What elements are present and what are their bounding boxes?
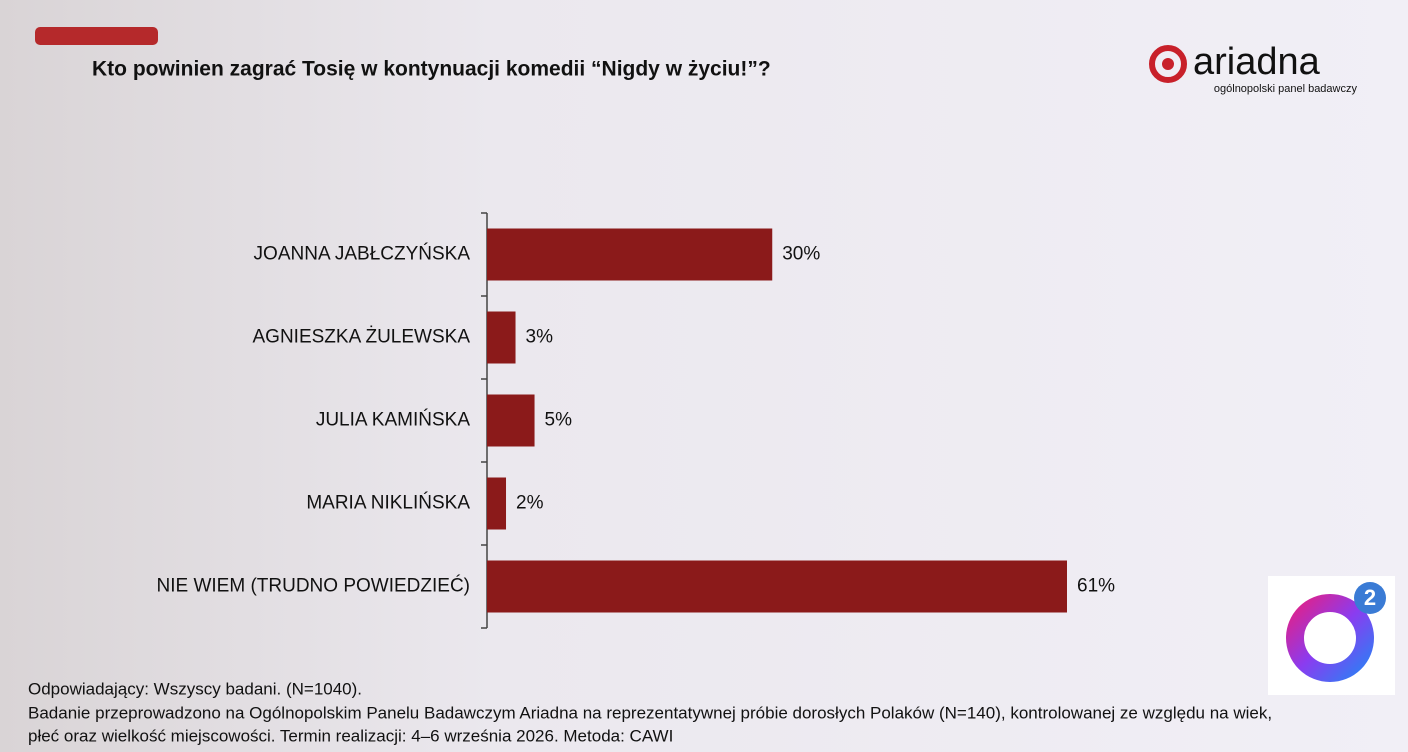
value-label: 3% <box>526 327 554 348</box>
accent-bar <box>35 27 158 45</box>
category-label: MARIA NIKLIŃSKA <box>306 493 470 514</box>
badge-ring <box>1286 594 1374 682</box>
category-label: NIE WIEM (TRUDNO POWIEDZIEĆ) <box>157 575 470 597</box>
value-label: 30% <box>782 244 820 265</box>
value-label: 61% <box>1077 576 1115 597</box>
value-label: 2% <box>516 493 544 514</box>
badge-dot <box>1354 582 1386 614</box>
category-label: JOANNA JABŁCZYŃSKA <box>254 244 471 265</box>
category-label: AGNIESZKA ŻULEWSKA <box>253 327 471 348</box>
bar <box>487 228 773 281</box>
bar <box>487 394 535 447</box>
value-label: 5% <box>545 410 573 431</box>
footnote: płeć oraz wielkość miejscowości. Termin … <box>28 726 673 745</box>
bar <box>487 477 507 530</box>
logo-icon <box>1149 45 1187 83</box>
logo-name: ariadna <box>1193 41 1321 83</box>
logo-tagline: ogólnopolski panel badawczy <box>1214 83 1358 95</box>
logo-icon-dot <box>1162 58 1174 70</box>
logo: ariadna ogólnopolski panel badawczy <box>1149 41 1358 95</box>
footnote: Badanie przeprowadzono na Ogólnopolskim … <box>28 703 1272 722</box>
badge-number: 2 <box>1364 585 1376 610</box>
bar <box>487 560 1067 613</box>
badge: 2 <box>1268 576 1395 695</box>
chart-title: Kto powinien zagrać Tosię w kontynuacji … <box>92 58 771 81</box>
category-label: JULIA KAMIŃSKA <box>316 410 470 431</box>
bar <box>487 311 516 364</box>
footnote: Odpowiadający: Wszyscy badani. (N=1040). <box>28 679 362 698</box>
